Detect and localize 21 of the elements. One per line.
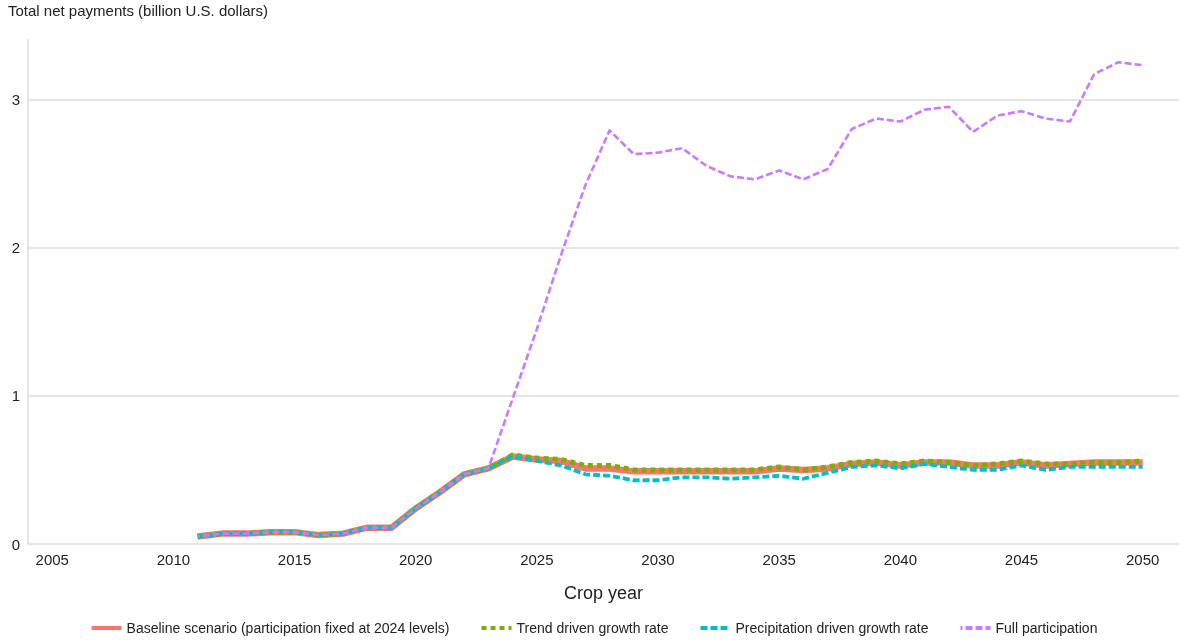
x-tick-label: 2015 bbox=[277, 551, 312, 568]
legend-label: Precipitation driven growth rate bbox=[735, 620, 929, 636]
line-series bbox=[196, 60, 1144, 538]
y-axis-title: Total net payments (billion U.S. dollars) bbox=[8, 2, 269, 19]
y-tick-label: 3 bbox=[11, 90, 20, 108]
x-tick-label: 2040 bbox=[883, 551, 918, 568]
x-tick-label: 2035 bbox=[762, 551, 796, 568]
x-tick-label: 2005 bbox=[35, 551, 69, 568]
x-axis-title: Crop year bbox=[563, 583, 644, 603]
y-tick-label: 2 bbox=[11, 239, 20, 257]
legend-label: Trend driven growth rate bbox=[516, 620, 669, 636]
x-tick-label: 2030 bbox=[641, 551, 675, 568]
legend-label: Full participation bbox=[995, 620, 1098, 636]
x-tick-label: 2050 bbox=[1125, 551, 1160, 568]
x-tick-label: 2010 bbox=[156, 551, 191, 568]
x-tick-label: 2020 bbox=[399, 551, 433, 568]
x-tick-label: 2025 bbox=[520, 551, 554, 568]
y-tick-label: 1 bbox=[11, 387, 20, 405]
y-tick-label: 0 bbox=[11, 535, 20, 553]
x-tick-label: 2045 bbox=[1004, 551, 1039, 568]
legend-label: Baseline scenario (participation fixed at 2024 levels) bbox=[126, 620, 450, 636]
